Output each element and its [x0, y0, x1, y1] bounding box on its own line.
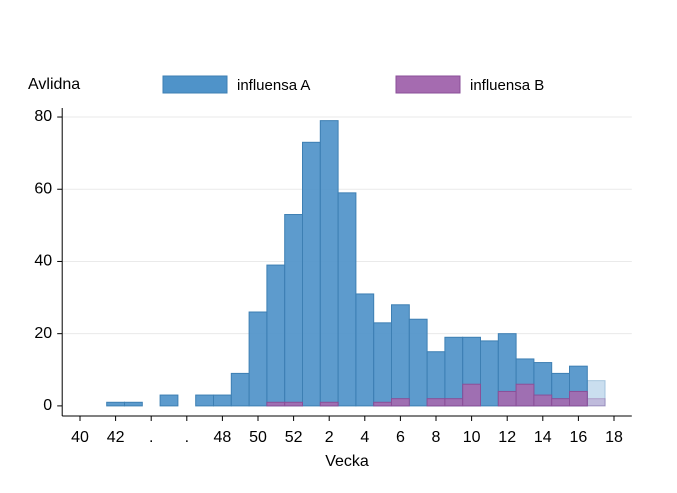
x-tick-label: 18 — [605, 429, 623, 446]
bar — [248, 311, 268, 407]
legend-swatch — [162, 75, 228, 94]
bar — [497, 390, 517, 407]
bar — [569, 390, 588, 407]
bar — [355, 293, 375, 407]
x-tick-label: 16 — [570, 429, 588, 446]
bar — [426, 398, 446, 407]
bar — [444, 398, 464, 407]
bar — [319, 401, 339, 407]
bar — [213, 394, 232, 407]
x-tick-label: 4 — [360, 429, 369, 446]
bar — [426, 351, 446, 407]
bar — [444, 336, 464, 407]
bar — [551, 398, 571, 407]
x-tick-label: 42 — [107, 429, 125, 446]
bar — [284, 214, 304, 407]
y-tick-label: 20 — [34, 325, 52, 342]
bar — [195, 394, 214, 407]
x-tick-label: 40 — [71, 429, 89, 446]
bar — [124, 401, 143, 407]
legend-label: influensa A — [237, 77, 310, 94]
x-tick-label: 6 — [396, 429, 405, 446]
legend-label: influensa B — [470, 77, 544, 94]
bar — [337, 192, 357, 407]
bar — [284, 401, 304, 407]
bar — [533, 394, 553, 407]
bar — [586, 398, 606, 407]
x-tick-label: 48 — [214, 429, 232, 446]
y-tick-label: 40 — [34, 253, 52, 270]
x-tick-label: . — [185, 429, 189, 446]
x-tick-label: 14 — [534, 429, 552, 446]
x-tick-label: 2 — [325, 429, 334, 446]
bar — [106, 401, 125, 407]
x-tick-label: 10 — [463, 429, 481, 446]
legend-swatch — [395, 75, 461, 94]
bar — [266, 401, 286, 407]
bar — [408, 318, 428, 407]
x-tick-label: 12 — [498, 429, 516, 446]
bar — [302, 141, 321, 407]
x-tick-label: 8 — [432, 429, 441, 446]
bar — [391, 304, 410, 407]
bar — [462, 383, 482, 407]
x-axis-title: Vecka — [325, 453, 369, 470]
bar — [230, 372, 250, 407]
x-tick-label: 50 — [249, 429, 267, 446]
bar — [373, 322, 393, 407]
bar — [266, 264, 286, 407]
bar — [391, 398, 410, 407]
y-tick-label: 60 — [34, 180, 52, 197]
bar — [480, 340, 499, 407]
y-tick-label: 80 — [34, 108, 52, 125]
bar — [515, 383, 535, 407]
y-tick-label: 0 — [43, 397, 52, 414]
bar — [159, 394, 179, 407]
x-tick-label: 52 — [285, 429, 303, 446]
x-tick-label: . — [149, 429, 153, 446]
y-axis-title: Avlidna — [28, 76, 80, 93]
bar — [319, 120, 339, 407]
bar — [373, 401, 393, 407]
